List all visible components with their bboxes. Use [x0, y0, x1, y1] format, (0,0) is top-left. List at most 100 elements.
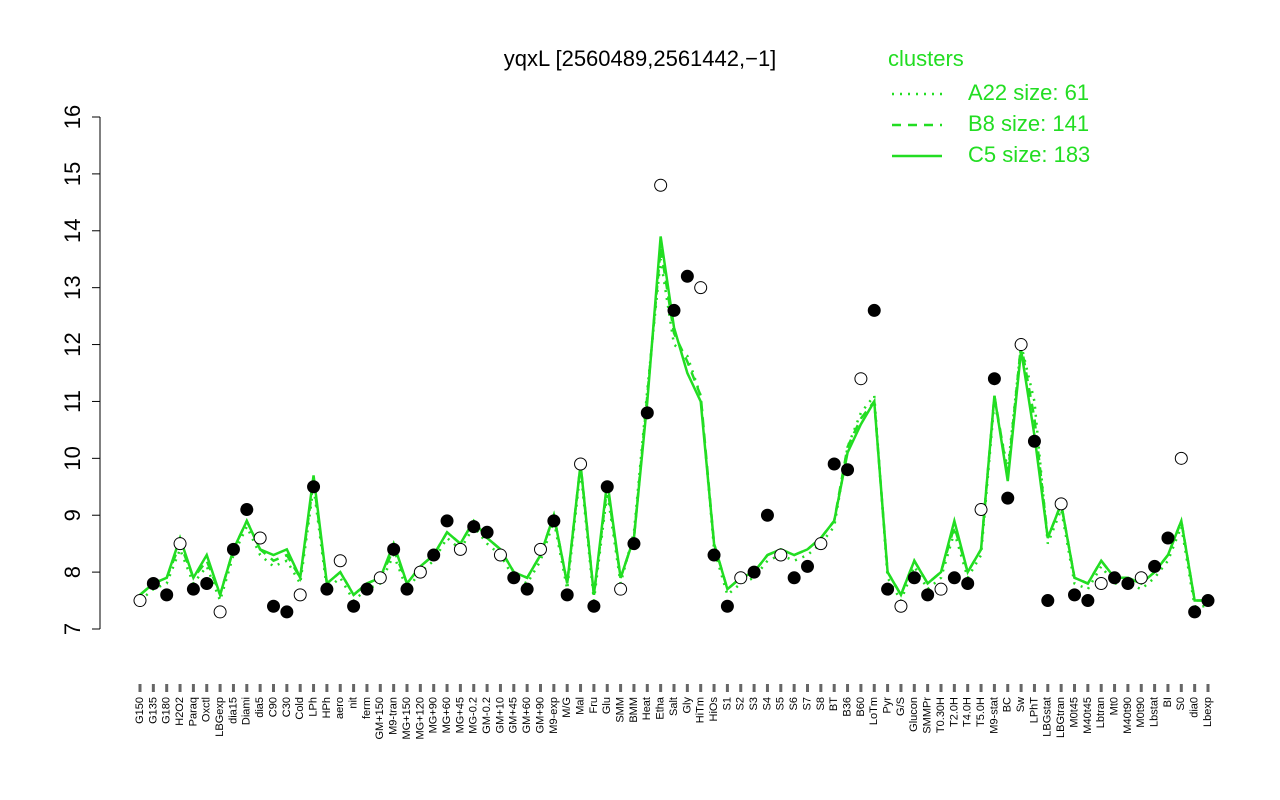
x-tick-label: S4	[761, 697, 773, 710]
x-tick-label: C90	[267, 697, 279, 717]
y-tick-label: 14	[60, 219, 85, 243]
data-point	[720, 599, 734, 613]
data-point	[133, 594, 147, 608]
x-tick-label: GM+90	[534, 697, 546, 733]
y-tick-label: 9	[60, 509, 85, 521]
data-point	[774, 548, 788, 562]
x-tick-label: G/S	[895, 697, 907, 716]
data-point	[574, 457, 588, 471]
data-point	[1121, 576, 1135, 590]
data-point	[1108, 571, 1122, 585]
data-point	[987, 372, 1001, 386]
data-point	[400, 582, 414, 596]
x-tick-label: GM+150	[374, 697, 386, 740]
x-tick-label: MG+150	[401, 697, 413, 740]
data-point	[921, 588, 935, 602]
x-tick-label: dia15	[227, 697, 239, 724]
data-point	[547, 514, 561, 528]
x-tick-label: Fru	[588, 697, 600, 714]
x-tick-label: S0	[1175, 697, 1187, 710]
data-point	[801, 559, 814, 573]
x-tick-label: G135	[147, 697, 159, 724]
data-point	[707, 548, 721, 562]
data-point	[854, 372, 868, 386]
x-tick-label: G150	[134, 697, 146, 724]
data-point	[226, 542, 240, 556]
data-point	[1161, 531, 1175, 545]
x-tick-label: T0.30H	[935, 697, 947, 733]
x-tick-label: Lbexp	[1202, 697, 1214, 727]
data-point	[240, 503, 254, 517]
legend-label: B8 size: 141	[968, 111, 1089, 136]
data-point	[467, 520, 481, 534]
x-tick-label: Heat	[641, 697, 653, 720]
x-tick-label: S5	[775, 697, 787, 710]
x-tick-label: BI	[1162, 697, 1174, 707]
x-tick-label: MG+60	[441, 697, 453, 733]
series-line	[139, 236, 1208, 602]
x-tick-label: SMMPr	[922, 697, 934, 734]
data-point	[253, 531, 267, 545]
data-point	[507, 571, 521, 585]
chart-title: yqxL [2560489,2561442,−1]	[504, 46, 777, 71]
x-tick-label: LBGstat	[1042, 697, 1054, 737]
data-point	[614, 582, 628, 596]
data-point	[186, 582, 200, 596]
data-point	[373, 571, 387, 585]
x-tick-label: LPhT	[1028, 697, 1040, 724]
data-point	[480, 525, 494, 539]
x-tick-label: T2.0H	[948, 697, 960, 727]
data-point	[867, 303, 881, 317]
data-point	[1027, 434, 1041, 448]
x-tick-label: HPh	[321, 697, 333, 718]
x-tick-label: GM+10	[494, 697, 506, 733]
x-tick-label: T4.0H	[962, 697, 974, 727]
x-tick-label: Etha	[655, 696, 667, 720]
x-tick-label: S2	[735, 697, 747, 710]
x-tick-label: M9-exp	[548, 697, 560, 734]
data-point	[587, 599, 601, 613]
x-tick-label: GM+60	[521, 697, 533, 733]
x-tick-label: MG-0.2	[468, 697, 480, 734]
data-point	[680, 269, 694, 283]
data-point	[1081, 594, 1095, 608]
data-point	[934, 582, 948, 596]
x-tick-label: aero	[334, 697, 346, 719]
x-tick-label: Glucon	[908, 697, 920, 732]
data-point	[1014, 338, 1028, 352]
data-point	[307, 480, 321, 494]
data-point	[493, 548, 507, 562]
x-tick-label: nit	[348, 697, 360, 709]
x-tick-label: Lbtran	[1095, 697, 1107, 728]
data-point	[667, 303, 681, 317]
data-point	[961, 576, 975, 590]
x-tick-label: dia0	[1189, 697, 1201, 718]
data-point	[894, 599, 908, 613]
data-point	[787, 571, 801, 585]
data-point	[694, 281, 708, 295]
x-tick-label: M40t90	[1122, 697, 1134, 734]
x-tick-label: Diami	[241, 697, 253, 725]
data-point	[347, 599, 361, 613]
x-tick-label: dia5	[254, 697, 266, 718]
x-tick-label: Paraq	[187, 697, 199, 726]
x-tick-label: MG+90	[428, 697, 440, 733]
x-tick-label: Glu	[601, 697, 613, 714]
legend-label: C5 size: 183	[968, 142, 1090, 167]
x-tick-label: HiOs	[708, 697, 720, 722]
data-point	[560, 588, 574, 602]
x-tick-label: M40t45	[1082, 697, 1094, 734]
x-tick-label: Oxctl	[201, 697, 213, 722]
data-point	[947, 571, 961, 585]
data-point	[1148, 559, 1162, 573]
y-tick-label: 13	[60, 275, 85, 299]
data-point	[173, 537, 187, 551]
x-tick-label: MG+45	[454, 697, 466, 733]
data-point	[387, 542, 401, 556]
y-tick-label: 7	[60, 623, 85, 635]
x-tick-label: Salt	[668, 697, 680, 716]
data-point	[1201, 594, 1215, 608]
x-tick-label: H2O2	[174, 697, 186, 726]
data-point	[333, 554, 347, 568]
data-point	[1068, 588, 1081, 602]
